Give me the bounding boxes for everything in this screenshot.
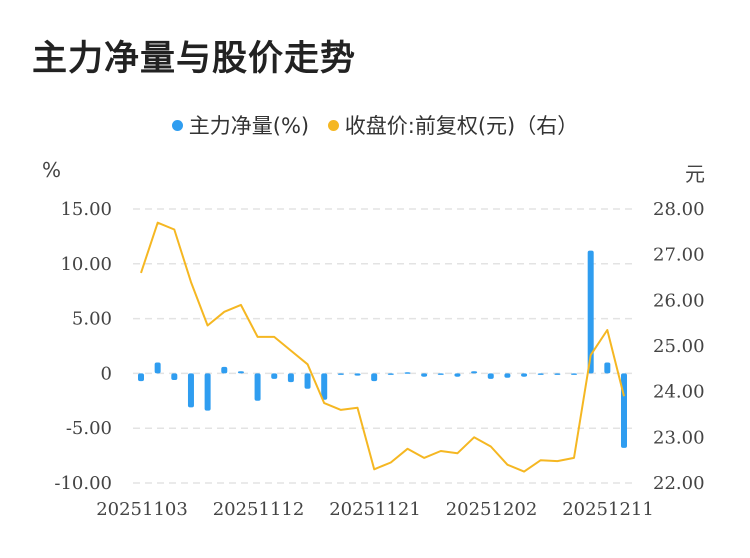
bar [554,373,561,375]
bar [321,373,328,400]
legend: 主力净量(%) 收盘价:前复权(元)（右） [0,110,750,140]
bar [154,362,161,374]
close-price-line [140,221,625,473]
bar [437,373,444,375]
x-tick-label: 20251202 [446,499,538,520]
y-left-tick-label: 10.00 [60,254,112,275]
legend-label-main-net: 主力净量(%) [188,114,310,138]
bar [504,373,511,378]
bar [571,373,578,375]
y-right-tick-label: 28.00 [653,199,705,220]
bar [454,373,461,377]
bar [521,373,528,377]
bar [237,371,244,374]
bar [604,362,611,374]
left-axis-unit: % [42,158,62,182]
x-tick-label: 20251121 [329,499,421,520]
bar [471,371,478,374]
legend-item-close-price[interactable]: 收盘价:前复权(元)（右） [327,110,579,140]
bar [387,373,394,375]
y-left-tick-label: -10.00 [54,473,112,494]
y-left-tick-label: -5.00 [66,418,112,439]
y-right-tick-label: 27.00 [653,245,705,266]
bar [187,373,194,408]
legend-dot-icon [171,119,183,131]
y-right-tick-label: 22.00 [653,473,705,494]
y-right-tick-label: 26.00 [653,290,705,311]
bar [221,366,228,374]
bar [171,373,178,380]
legend-label-close-price: 收盘价:前复权(元)（右） [344,114,579,138]
y-right-tick-label: 23.00 [653,427,705,448]
bar [354,373,361,376]
bar [537,373,544,375]
bar [254,373,261,401]
bar [421,373,428,377]
bar [204,373,211,411]
x-tick-label: 20251211 [562,499,654,520]
bar [487,373,494,379]
right-axis-unit: 元 [685,162,705,186]
bar [337,373,344,375]
bar [371,373,378,382]
y-right-tick-label: 25.00 [653,336,705,357]
bar [587,250,594,374]
y-left-tick-label: 15.00 [60,199,112,220]
legend-item-main-net[interactable]: 主力净量(%) [171,110,310,140]
bar [304,373,311,389]
bar [287,373,294,383]
legend-dot-icon [327,119,339,131]
bar [271,373,278,379]
y-left-tick-label: 0 [101,363,112,384]
x-tick-label: 20251112 [213,499,305,520]
bar [404,372,411,374]
bar [138,373,144,382]
y-right-tick-label: 24.00 [653,382,705,403]
chart-title: 主力净量与股价走势 [32,39,357,79]
x-tick-label: 20251103 [96,499,188,520]
y-left-tick-label: 5.00 [72,309,112,330]
